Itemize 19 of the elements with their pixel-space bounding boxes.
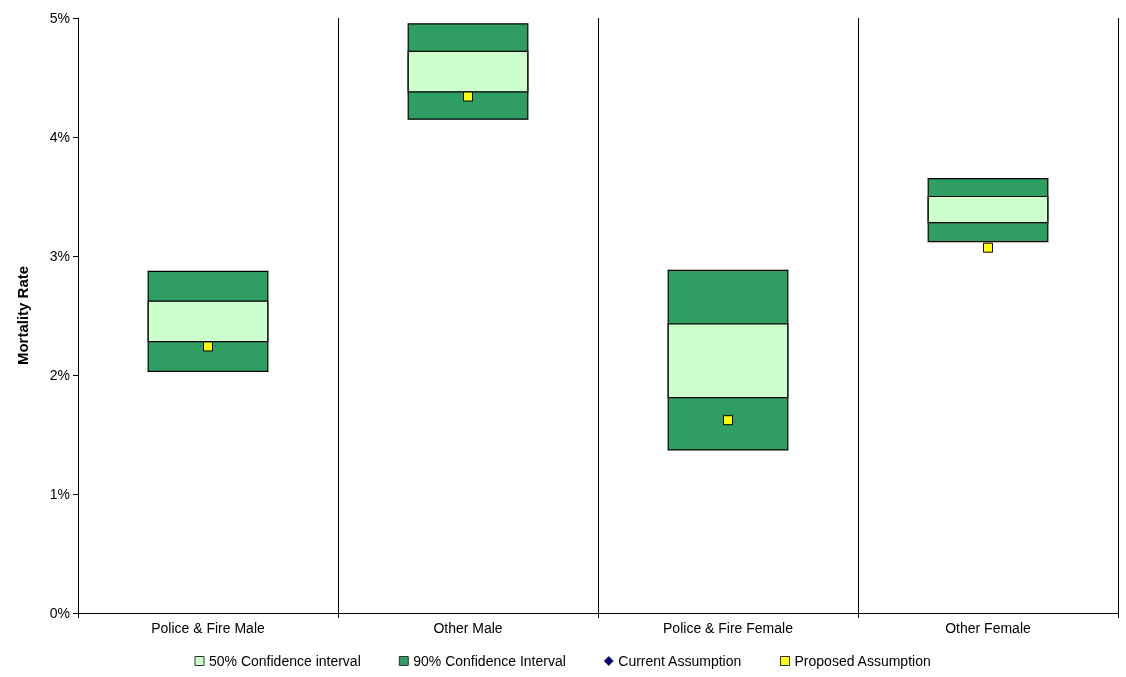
y-tick-label: 0% <box>49 605 70 621</box>
x-tick-label: Other Male <box>433 620 503 636</box>
x-tick-label: Police & Fire Male <box>151 620 266 636</box>
y-tick-label: 2% <box>49 367 70 383</box>
point <box>203 341 213 352</box>
point <box>983 242 993 253</box>
legend-label: Proposed Assumption <box>794 653 931 669</box>
y-tick-label: 3% <box>49 248 70 264</box>
legend-label: Current Assumption <box>618 653 742 669</box>
point <box>463 91 473 102</box>
y-axis-title: Mortality Rate <box>14 265 31 366</box>
legend-label: 90% Confidence Interval <box>413 653 566 669</box>
legend-label: 50% Confidence interval <box>209 653 361 669</box>
x-tick-label: Police & Fire Female <box>663 620 794 636</box>
x-tick-label: Other Female <box>945 620 1031 636</box>
y-tick-label: 5% <box>49 10 70 26</box>
y-tick-label: 1% <box>49 486 70 502</box>
y-tick-label: 4% <box>49 129 70 145</box>
point <box>723 415 733 426</box>
